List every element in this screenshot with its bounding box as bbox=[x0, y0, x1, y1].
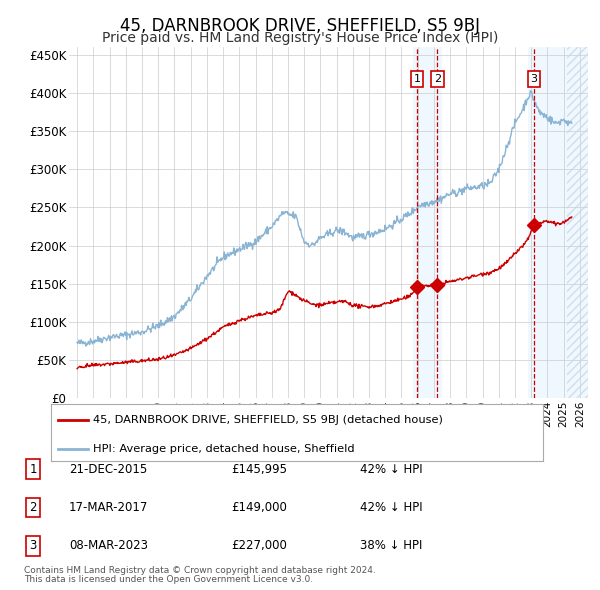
Text: £227,000: £227,000 bbox=[231, 539, 287, 552]
Bar bbox=[567, 47, 588, 398]
Text: 1: 1 bbox=[29, 463, 37, 476]
Text: Contains HM Land Registry data © Crown copyright and database right 2024.: Contains HM Land Registry data © Crown c… bbox=[24, 566, 376, 575]
Text: 1: 1 bbox=[414, 74, 421, 84]
Text: 3: 3 bbox=[530, 74, 538, 84]
Text: 42% ↓ HPI: 42% ↓ HPI bbox=[360, 501, 422, 514]
Text: 45, DARNBROOK DRIVE, SHEFFIELD, S5 9BJ (detached house): 45, DARNBROOK DRIVE, SHEFFIELD, S5 9BJ (… bbox=[93, 415, 443, 425]
Text: This data is licensed under the Open Government Licence v3.0.: This data is licensed under the Open Gov… bbox=[24, 575, 313, 584]
Text: 21-DEC-2015: 21-DEC-2015 bbox=[69, 463, 147, 476]
Text: 17-MAR-2017: 17-MAR-2017 bbox=[69, 501, 148, 514]
Text: 38% ↓ HPI: 38% ↓ HPI bbox=[360, 539, 422, 552]
Text: 08-MAR-2023: 08-MAR-2023 bbox=[69, 539, 148, 552]
Text: 2: 2 bbox=[29, 501, 37, 514]
Text: £149,000: £149,000 bbox=[231, 501, 287, 514]
Text: 2: 2 bbox=[434, 74, 441, 84]
Bar bbox=[413, 47, 442, 398]
Text: 45, DARNBROOK DRIVE, SHEFFIELD, S5 9BJ: 45, DARNBROOK DRIVE, SHEFFIELD, S5 9BJ bbox=[120, 17, 480, 35]
Text: HPI: Average price, detached house, Sheffield: HPI: Average price, detached house, Shef… bbox=[93, 444, 355, 454]
Text: 3: 3 bbox=[29, 539, 37, 552]
Text: Price paid vs. HM Land Registry's House Price Index (HPI): Price paid vs. HM Land Registry's House … bbox=[102, 31, 498, 45]
Text: £145,995: £145,995 bbox=[231, 463, 287, 476]
Bar bbox=[528, 47, 588, 398]
Text: 42% ↓ HPI: 42% ↓ HPI bbox=[360, 463, 422, 476]
